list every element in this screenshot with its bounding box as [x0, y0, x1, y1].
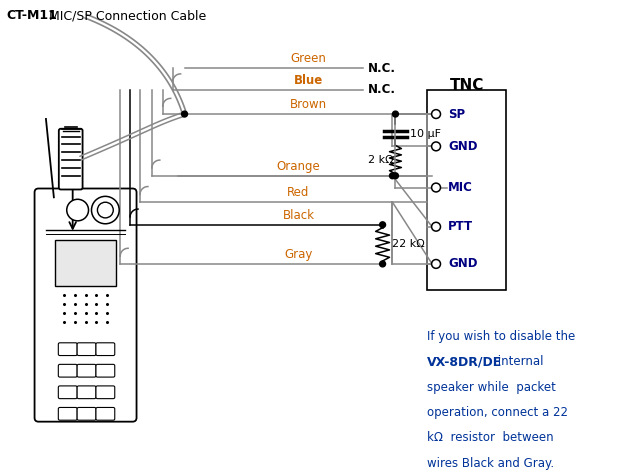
Circle shape — [431, 110, 441, 118]
Text: N.C.: N.C. — [368, 83, 395, 96]
FancyBboxPatch shape — [35, 189, 136, 421]
FancyBboxPatch shape — [59, 129, 83, 190]
Circle shape — [431, 260, 441, 268]
Text: MIC/SP Connection Cable: MIC/SP Connection Cable — [45, 9, 206, 22]
Bar — [427, 89, 507, 290]
Circle shape — [379, 261, 386, 267]
Text: 2 kΩ: 2 kΩ — [368, 155, 394, 165]
Text: Green: Green — [291, 52, 326, 65]
FancyBboxPatch shape — [77, 386, 96, 399]
FancyBboxPatch shape — [59, 386, 77, 399]
Circle shape — [392, 173, 399, 179]
Circle shape — [67, 199, 88, 221]
FancyBboxPatch shape — [96, 343, 115, 356]
Circle shape — [431, 183, 441, 192]
Text: Brown: Brown — [290, 98, 327, 111]
Text: GND: GND — [448, 140, 478, 153]
Circle shape — [97, 202, 114, 218]
Circle shape — [392, 111, 399, 117]
Text: If you wish to disable the: If you wish to disable the — [427, 330, 576, 342]
Text: Blue: Blue — [294, 74, 323, 87]
Text: SP: SP — [448, 107, 465, 121]
Text: PTT: PTT — [448, 220, 473, 233]
Text: 10 μF: 10 μF — [410, 129, 441, 139]
Text: GND: GND — [448, 257, 478, 271]
FancyBboxPatch shape — [59, 343, 77, 356]
FancyBboxPatch shape — [96, 364, 115, 377]
Circle shape — [431, 142, 441, 151]
FancyBboxPatch shape — [55, 240, 116, 287]
FancyBboxPatch shape — [59, 407, 77, 420]
Text: TNC: TNC — [450, 78, 484, 93]
Circle shape — [431, 222, 441, 231]
Text: N.C.: N.C. — [368, 61, 395, 75]
Text: speaker while  packet: speaker while packet — [427, 380, 556, 394]
Text: 22 kΩ: 22 kΩ — [392, 239, 425, 249]
FancyBboxPatch shape — [77, 407, 96, 420]
Text: Red: Red — [288, 186, 310, 199]
Text: MIC: MIC — [448, 181, 473, 194]
FancyBboxPatch shape — [77, 343, 96, 356]
Circle shape — [389, 173, 395, 179]
Circle shape — [91, 196, 119, 224]
Text: Black: Black — [283, 209, 315, 222]
Text: internal: internal — [494, 355, 544, 368]
Circle shape — [379, 222, 386, 228]
FancyBboxPatch shape — [59, 364, 77, 377]
Text: wires Black and Gray.: wires Black and Gray. — [427, 457, 554, 470]
FancyBboxPatch shape — [96, 407, 115, 420]
Text: VX-8DR/DE: VX-8DR/DE — [427, 355, 502, 368]
FancyBboxPatch shape — [96, 386, 115, 399]
Circle shape — [181, 111, 188, 117]
Text: Orange: Orange — [276, 160, 320, 173]
FancyBboxPatch shape — [77, 364, 96, 377]
Text: kΩ  resistor  between: kΩ resistor between — [427, 431, 554, 445]
Text: operation, connect a 22: operation, connect a 22 — [427, 406, 568, 419]
Text: Gray: Gray — [284, 248, 313, 261]
Text: CT-M11: CT-M11 — [6, 9, 57, 22]
